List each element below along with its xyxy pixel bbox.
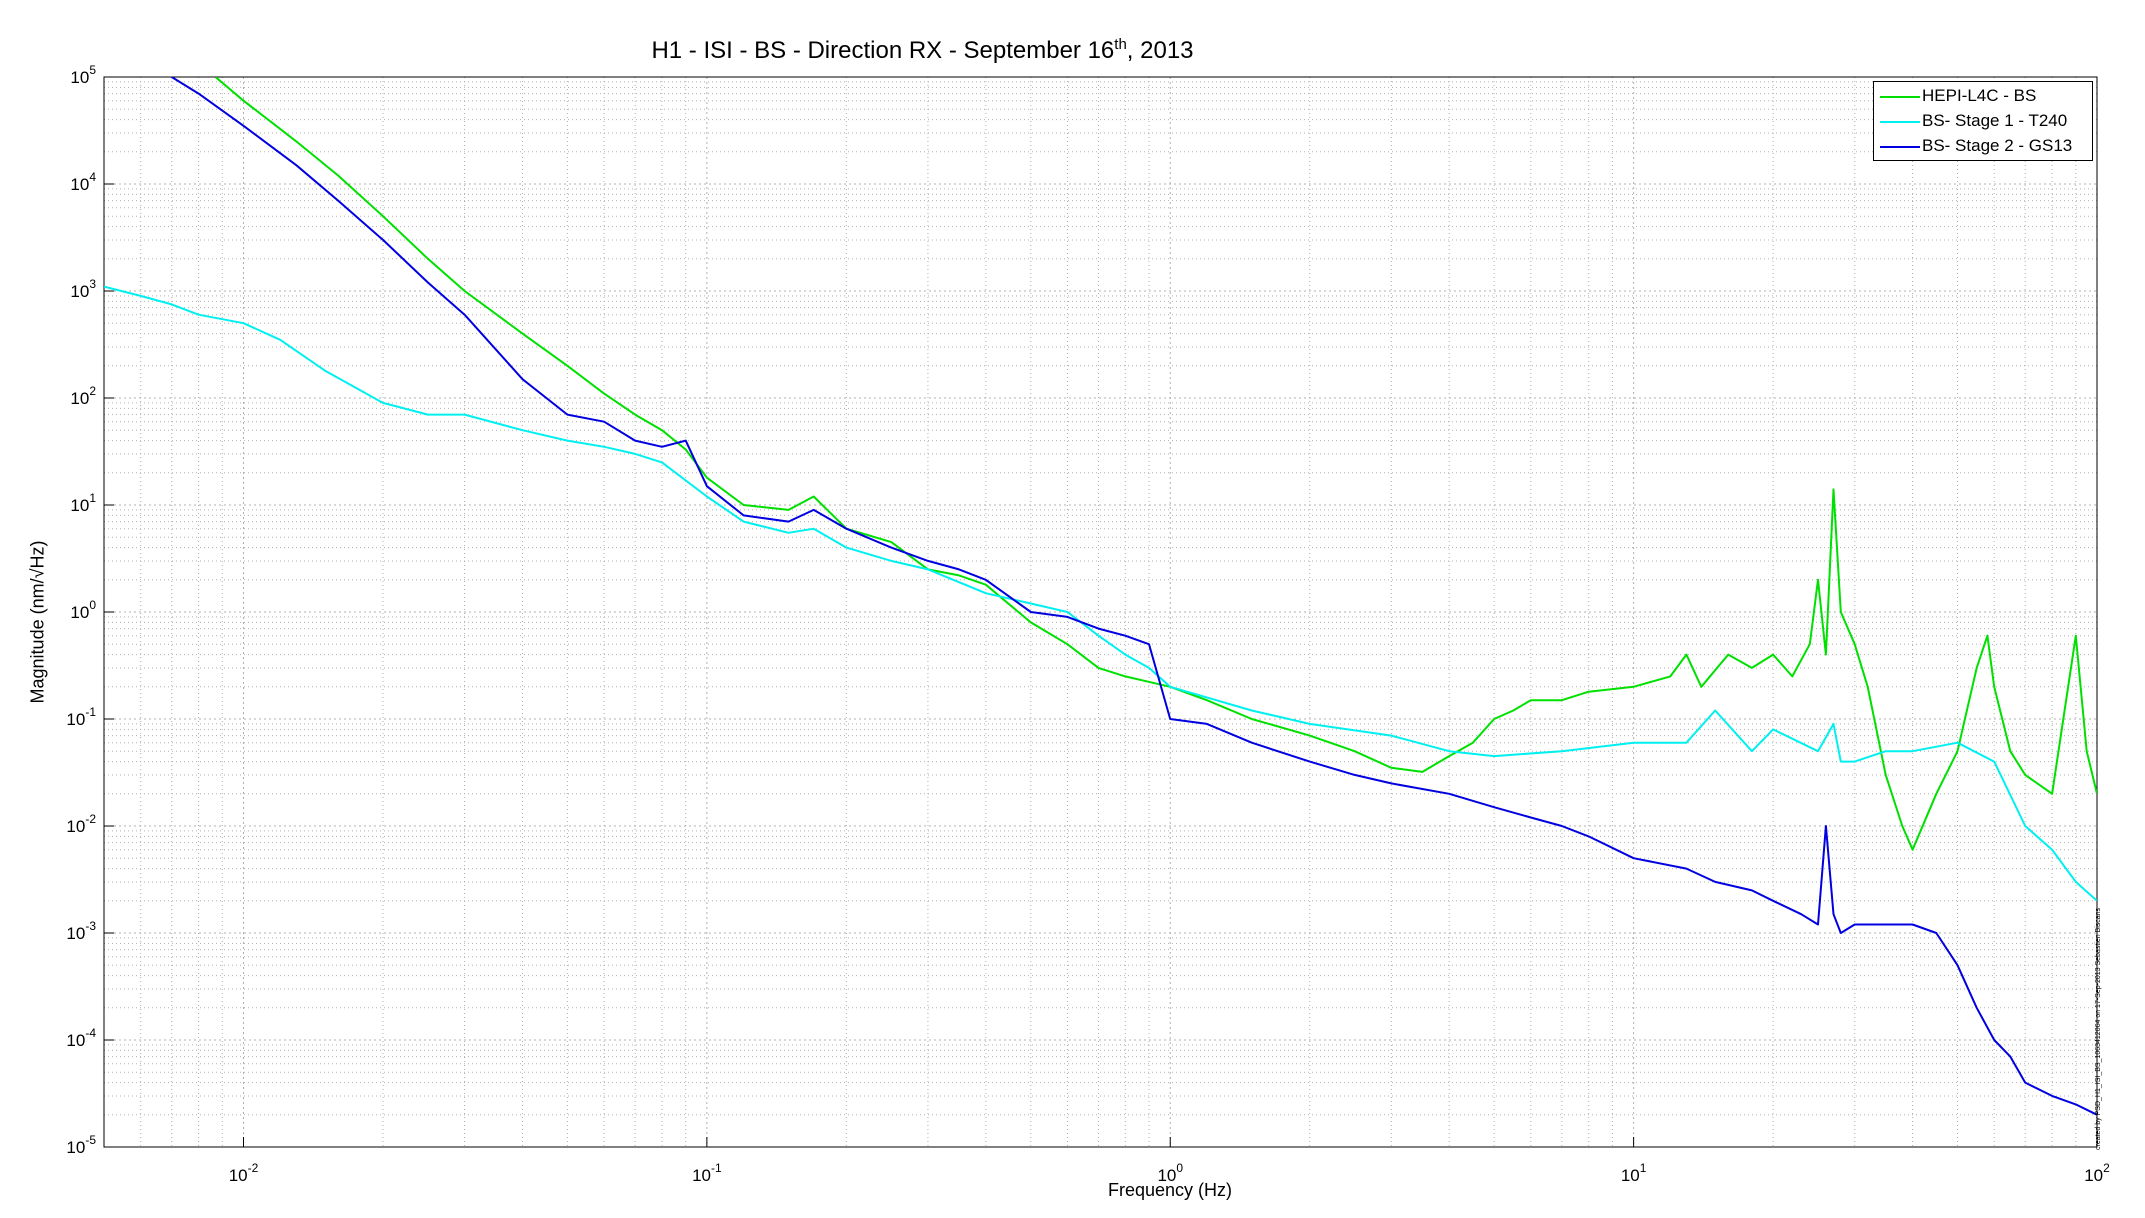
x-tick-label: 100 [1157,1161,1183,1185]
legend-item-hepi: HEPI-L4C - BS [1874,84,2092,110]
x-tick-label: 102 [2084,1161,2110,1185]
x-axis-label: Frequency (Hz) [1107,1180,1233,1200]
y-tick-label: 10-5 [66,1133,96,1157]
legend-label-stage2: BS- Stage 2 - GS13 [1922,136,2073,155]
legend-item-stage2: BS- Stage 2 - GS13 [1874,134,2092,160]
y-tick-label: 105 [70,63,96,87]
legend-item-stage1: BS- Stage 1 - T240 [1874,109,2092,135]
y-tick-label: 10-4 [66,1026,96,1050]
y-tick-label: 103 [70,277,96,301]
y-axis-label: Magnitude (nm/√Hz) [27,540,48,704]
legend-swatch-stage1 [1880,121,1920,123]
axis-ticks: 10-2 10-1 100 101 102 10-5 10-4 10-3 10-2 10-1 100… [66,63,2110,1185]
y-tick-label: 10-3 [66,919,96,943]
legend-label-stage1: BS- Stage 1 - T240 [1922,111,2068,130]
series-layer [104,77,2097,1116]
y-tick-label: 100 [70,598,96,622]
y-tick-label: 10-1 [66,705,96,729]
chart-title: H1 - ISI - BS - Direction RX - September… [651,36,1194,64]
x-tick-label: 101 [1621,1161,1647,1185]
y-tick-label: 102 [70,384,96,408]
y-tick-label: 101 [70,491,96,515]
series-line-2 [171,77,2097,1116]
legend-swatch-hepi [1880,96,1920,98]
y-tick-label: 10-2 [66,812,96,836]
series-line-1 [104,285,2097,902]
legend: HEPI-L4C - BS BS- Stage 1 - T240 BS- Sta… [1873,81,2093,161]
x-tick-label: 10-1 [692,1161,722,1185]
grid [103,76,2098,1148]
legend-label-hepi: HEPI-L4C - BS [1922,86,2037,105]
series-line-0 [214,77,2097,851]
x-tick-label: 10-2 [229,1161,259,1185]
footnote: created by PSD_H1_ISI_BS_1063412064 on 1… [2095,907,2102,1150]
y-tick-label: 104 [70,170,96,194]
legend-swatch-stage2 [1880,146,1920,148]
